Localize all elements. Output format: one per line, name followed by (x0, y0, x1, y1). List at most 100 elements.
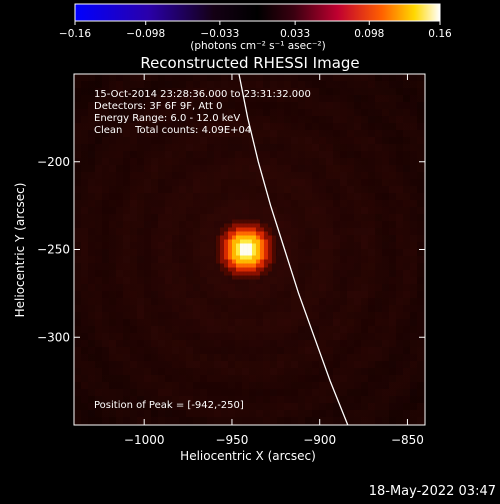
source-pixel (259, 227, 264, 232)
source-pixel (227, 255, 232, 260)
source-pixel (219, 259, 224, 264)
source-pixel (251, 255, 256, 260)
source-pixel (267, 259, 272, 264)
source-pixel (223, 259, 228, 264)
source-pixel (235, 271, 240, 276)
source-pixel (227, 227, 232, 232)
source-pixel (263, 239, 268, 244)
source-pixel (235, 239, 240, 244)
x-tick-label: −850 (391, 433, 424, 447)
source-pixel (267, 247, 272, 252)
footer-timestamp: 18-May-2022 03:47 (369, 484, 496, 499)
source-pixel (247, 227, 252, 232)
source-pixel (243, 231, 248, 236)
source-pixel (255, 259, 260, 264)
source-pixel (239, 243, 244, 248)
source-pixel (255, 219, 260, 224)
source-pixel (239, 223, 244, 228)
source-pixel (263, 267, 268, 272)
source-pixel (231, 267, 236, 272)
source-pixel (223, 239, 228, 244)
source-pixel (231, 259, 236, 264)
source-pixel (263, 251, 268, 256)
source-pixel (235, 227, 240, 232)
source-pixel (239, 251, 244, 256)
source-pixel (251, 275, 256, 280)
source-pixel (231, 275, 236, 280)
source-pixel (247, 271, 252, 276)
source-pixel (255, 271, 260, 276)
source-pixel (267, 251, 272, 256)
source-pixel (247, 219, 252, 224)
source-pixel (251, 219, 256, 224)
source-pixel (231, 223, 236, 228)
source-pixel (243, 243, 248, 248)
source-pixel (259, 243, 264, 248)
source-pixel (247, 247, 252, 252)
source-pixel (235, 275, 240, 280)
source-pixel (247, 255, 252, 260)
source-pixel (219, 247, 224, 252)
source-pixel (251, 263, 256, 268)
source-pixel (247, 231, 252, 236)
source-pixel (263, 231, 268, 236)
source-pixel (239, 271, 244, 276)
source-pixel (255, 275, 260, 280)
source-pixel (239, 231, 244, 236)
source-pixel (251, 259, 256, 264)
chart-title: Reconstructed RHESSI Image (140, 54, 359, 72)
info-annotations: 15-Oct-2014 23:28:36.000 to 23:31:32.000… (94, 89, 311, 136)
source-pixel (231, 243, 236, 248)
source-pixel (263, 227, 268, 232)
y-tick-label: −200 (37, 155, 70, 169)
source-pixel (215, 247, 220, 252)
source-pixel (259, 267, 264, 272)
source-pixel (271, 235, 276, 240)
source-pixel (251, 227, 256, 232)
source-pixel (243, 235, 248, 240)
source-pixel (215, 243, 220, 248)
source-pixel (215, 259, 220, 264)
source-pixel (223, 243, 228, 248)
annotation-clean-counts: Clean Total counts: 4.09E+04 (94, 125, 251, 136)
source-pixel (251, 235, 256, 240)
colorbar-tick-label: 0.16 (428, 28, 452, 40)
axis-ticks: −1000 −950 −900 −850 −200 −250 −300 (37, 74, 425, 447)
colorbar-unit-label: (photons cm⁻² s⁻¹ asec⁻²) (190, 40, 325, 52)
source-pixel (271, 239, 276, 244)
source-pixel (263, 259, 268, 264)
source-pixel (227, 271, 232, 276)
source-pixel (227, 223, 232, 228)
source-pixel (235, 231, 240, 236)
heatmap-image (74, 74, 425, 425)
source-pixel (263, 235, 268, 240)
source-pixel (259, 231, 264, 236)
source-pixel (239, 227, 244, 232)
source-pixel (219, 267, 224, 272)
source-pixel (251, 247, 256, 252)
source-pixel (267, 267, 272, 272)
peak-position-label: Position of Peak = [-942,-250] (94, 400, 244, 411)
source-pixel (247, 239, 252, 244)
source-pixel (255, 251, 260, 256)
source-pixel (227, 247, 232, 252)
source-pixel (223, 255, 228, 260)
source-pixel (259, 255, 264, 260)
source-pixel (259, 251, 264, 256)
source-pixel (251, 223, 256, 228)
source-pixel (263, 247, 268, 252)
source-pixel (231, 235, 236, 240)
source-pixel (267, 235, 272, 240)
source-pixel (247, 223, 252, 228)
source-pixel (219, 255, 224, 260)
source-pixel (259, 259, 264, 264)
source-pixel (271, 247, 276, 252)
source-pixel (219, 235, 224, 240)
source-pixel (251, 271, 256, 276)
source-pixel (259, 239, 264, 244)
source-pixel (223, 263, 228, 268)
source-pixel (259, 223, 264, 228)
source-pixel (247, 251, 252, 256)
source-pixel (227, 243, 232, 248)
source-pixel (263, 263, 268, 268)
